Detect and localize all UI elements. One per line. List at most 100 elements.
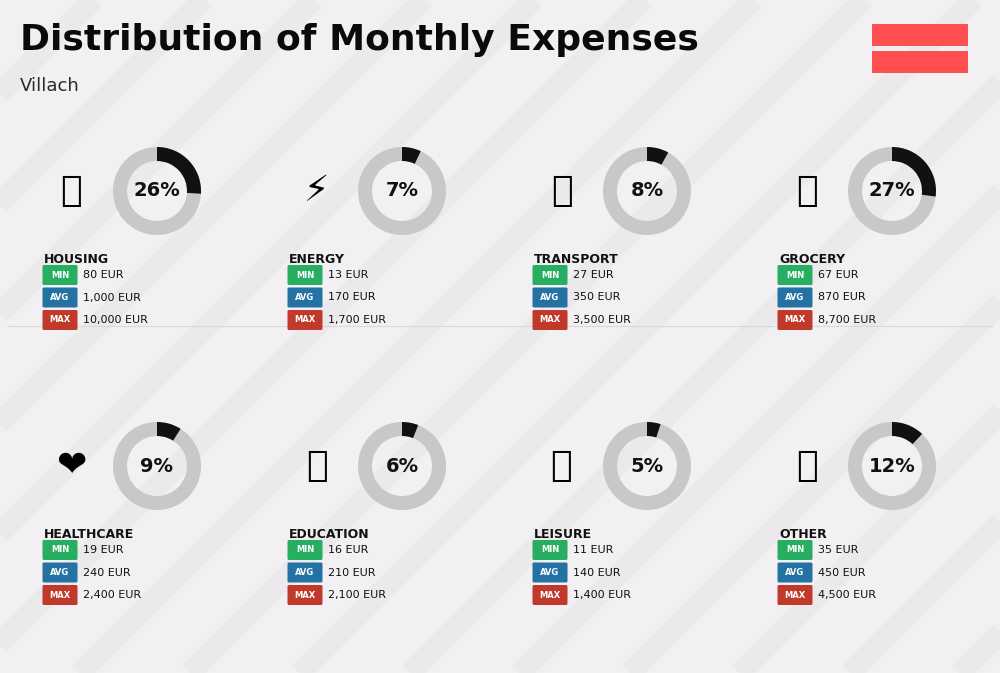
Text: AVG: AVG [540,293,560,302]
Text: MIN: MIN [296,546,314,555]
Text: MAX: MAX [539,316,561,324]
Text: MIN: MIN [786,546,804,555]
FancyBboxPatch shape [872,24,968,46]
Text: Villach: Villach [20,77,80,95]
Text: 67 EUR: 67 EUR [818,270,858,280]
Text: MAX: MAX [49,316,71,324]
FancyBboxPatch shape [778,540,812,560]
Text: 11 EUR: 11 EUR [573,545,613,555]
Text: Distribution of Monthly Expenses: Distribution of Monthly Expenses [20,23,699,57]
Wedge shape [402,422,418,438]
FancyBboxPatch shape [287,563,322,583]
Text: 2,400 EUR: 2,400 EUR [83,590,141,600]
FancyBboxPatch shape [42,310,77,330]
Text: MIN: MIN [541,546,559,555]
Text: MIN: MIN [51,546,69,555]
Text: 170 EUR: 170 EUR [328,293,375,302]
Text: LEISURE: LEISURE [534,528,592,541]
Text: 210 EUR: 210 EUR [328,567,375,577]
Text: HEALTHCARE: HEALTHCARE [44,528,134,541]
FancyBboxPatch shape [287,585,322,605]
Text: 35 EUR: 35 EUR [818,545,858,555]
Text: 5%: 5% [630,456,664,476]
FancyBboxPatch shape [872,51,968,73]
FancyBboxPatch shape [532,287,568,308]
Wedge shape [603,147,691,235]
FancyBboxPatch shape [42,540,77,560]
Text: 240 EUR: 240 EUR [83,567,131,577]
Text: AVG: AVG [785,293,805,302]
Text: OTHER: OTHER [779,528,827,541]
Wedge shape [603,422,691,510]
FancyBboxPatch shape [42,563,77,583]
Text: MIN: MIN [51,271,69,279]
Text: 19 EUR: 19 EUR [83,545,124,555]
FancyBboxPatch shape [778,287,812,308]
Text: 1,700 EUR: 1,700 EUR [328,315,386,325]
Text: 80 EUR: 80 EUR [83,270,124,280]
FancyBboxPatch shape [42,287,77,308]
Wedge shape [402,147,421,164]
FancyBboxPatch shape [778,585,812,605]
Text: 870 EUR: 870 EUR [818,293,866,302]
Text: MIN: MIN [786,271,804,279]
Wedge shape [892,147,936,197]
Wedge shape [358,147,446,235]
FancyBboxPatch shape [532,310,568,330]
FancyBboxPatch shape [532,265,568,285]
Text: TRANSPORT: TRANSPORT [534,253,619,266]
Text: 8%: 8% [630,182,664,201]
Text: MIN: MIN [296,271,314,279]
Text: 27%: 27% [869,182,915,201]
Text: 10,000 EUR: 10,000 EUR [83,315,148,325]
Text: 450 EUR: 450 EUR [818,567,866,577]
FancyBboxPatch shape [42,265,77,285]
FancyBboxPatch shape [287,287,322,308]
Text: 🛒: 🛒 [796,174,818,208]
Text: 140 EUR: 140 EUR [573,567,620,577]
Text: 26%: 26% [134,182,180,201]
Text: 1,000 EUR: 1,000 EUR [83,293,141,302]
Text: ENERGY: ENERGY [289,253,345,266]
Text: 3,500 EUR: 3,500 EUR [573,315,631,325]
FancyBboxPatch shape [532,585,568,605]
Text: AVG: AVG [295,293,315,302]
Wedge shape [647,422,661,437]
Wedge shape [848,147,936,235]
Wedge shape [113,422,201,510]
Text: 6%: 6% [385,456,419,476]
Text: AVG: AVG [295,568,315,577]
Text: MIN: MIN [541,271,559,279]
FancyBboxPatch shape [778,563,812,583]
Text: 🛍️: 🛍️ [551,449,573,483]
Text: MAX: MAX [784,316,806,324]
Text: 16 EUR: 16 EUR [328,545,368,555]
FancyBboxPatch shape [287,540,322,560]
Wedge shape [358,422,446,510]
FancyBboxPatch shape [778,265,812,285]
FancyBboxPatch shape [287,310,322,330]
Text: 7%: 7% [385,182,418,201]
Text: MAX: MAX [294,316,316,324]
Text: AVG: AVG [540,568,560,577]
FancyBboxPatch shape [287,265,322,285]
Wedge shape [157,147,201,194]
Text: GROCERY: GROCERY [779,253,845,266]
Text: ⚡: ⚡ [304,174,330,208]
Text: 350 EUR: 350 EUR [573,293,620,302]
Text: AVG: AVG [50,568,70,577]
Wedge shape [892,422,922,444]
Text: 2,100 EUR: 2,100 EUR [328,590,386,600]
FancyBboxPatch shape [42,585,77,605]
Text: ❤️: ❤️ [57,449,87,483]
Text: MAX: MAX [294,590,316,600]
Text: 13 EUR: 13 EUR [328,270,368,280]
Text: 9%: 9% [140,456,174,476]
Text: MAX: MAX [784,590,806,600]
Wedge shape [647,147,668,165]
Text: MAX: MAX [49,590,71,600]
Wedge shape [157,422,181,441]
Text: 12%: 12% [869,456,915,476]
Text: MAX: MAX [539,590,561,600]
Text: AVG: AVG [50,293,70,302]
